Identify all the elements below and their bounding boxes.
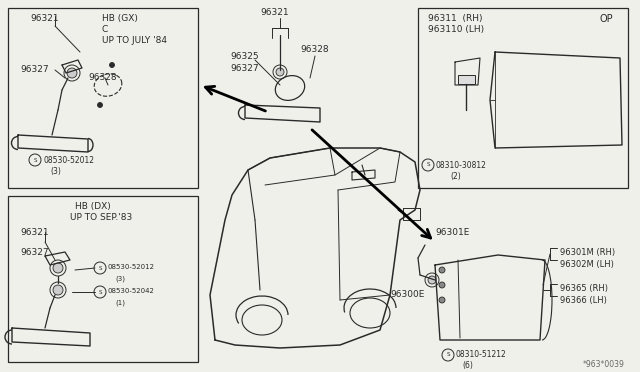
Text: UP TO JULY '84: UP TO JULY '84 (102, 36, 167, 45)
Text: 08530-52012: 08530-52012 (108, 264, 155, 270)
Bar (8, 196, 198, 362)
Text: 96301E: 96301E (435, 228, 469, 237)
Text: (1): (1) (115, 299, 125, 305)
Text: UP TO SEP.'83: UP TO SEP.'83 (70, 213, 132, 222)
Circle shape (109, 62, 115, 67)
Circle shape (97, 103, 102, 108)
Text: (3): (3) (50, 167, 61, 176)
Text: (3): (3) (115, 275, 125, 282)
Text: 96328: 96328 (300, 45, 328, 54)
Text: S: S (446, 353, 450, 357)
Circle shape (276, 68, 284, 76)
Text: 96365 (RH): 96365 (RH) (560, 284, 608, 293)
Circle shape (439, 282, 445, 288)
Bar (418, 8, 628, 188)
Text: 96327: 96327 (230, 64, 259, 73)
Text: 96321: 96321 (20, 228, 49, 237)
Circle shape (67, 68, 77, 78)
Text: 96321: 96321 (260, 8, 289, 17)
Text: 08310-51212: 08310-51212 (456, 350, 507, 359)
Text: 96366 (LH): 96366 (LH) (560, 296, 607, 305)
Bar (8, 8, 198, 188)
Text: 96311  (RH): 96311 (RH) (428, 14, 483, 23)
Text: 08530-52042: 08530-52042 (108, 288, 155, 294)
Text: (2): (2) (450, 172, 461, 181)
Text: 96301M (RH): 96301M (RH) (560, 248, 615, 257)
Text: S: S (33, 157, 36, 163)
Text: (6): (6) (462, 361, 473, 370)
Circle shape (428, 276, 436, 284)
Text: S: S (426, 163, 429, 167)
Text: 96327: 96327 (20, 248, 49, 257)
Circle shape (439, 267, 445, 273)
Circle shape (439, 297, 445, 303)
Text: OP: OP (600, 14, 614, 24)
Circle shape (53, 285, 63, 295)
Text: 08530-52012: 08530-52012 (43, 156, 94, 165)
Text: HB (DX): HB (DX) (75, 202, 111, 211)
Circle shape (53, 263, 63, 273)
Text: 96302M (LH): 96302M (LH) (560, 260, 614, 269)
Text: 96321: 96321 (30, 14, 59, 23)
Text: *963*0039: *963*0039 (583, 360, 625, 369)
Text: 08310-30812: 08310-30812 (436, 161, 487, 170)
Text: HB (GX): HB (GX) (102, 14, 138, 23)
Text: S: S (99, 289, 102, 295)
Text: 96325: 96325 (230, 52, 259, 61)
Text: 96300E: 96300E (390, 290, 424, 299)
Bar (458, 75, 475, 84)
Text: C: C (102, 25, 108, 34)
Text: 96327: 96327 (20, 65, 49, 74)
Text: 963110 (LH): 963110 (LH) (428, 25, 484, 34)
Text: 96328: 96328 (88, 73, 116, 82)
Text: S: S (99, 266, 102, 270)
